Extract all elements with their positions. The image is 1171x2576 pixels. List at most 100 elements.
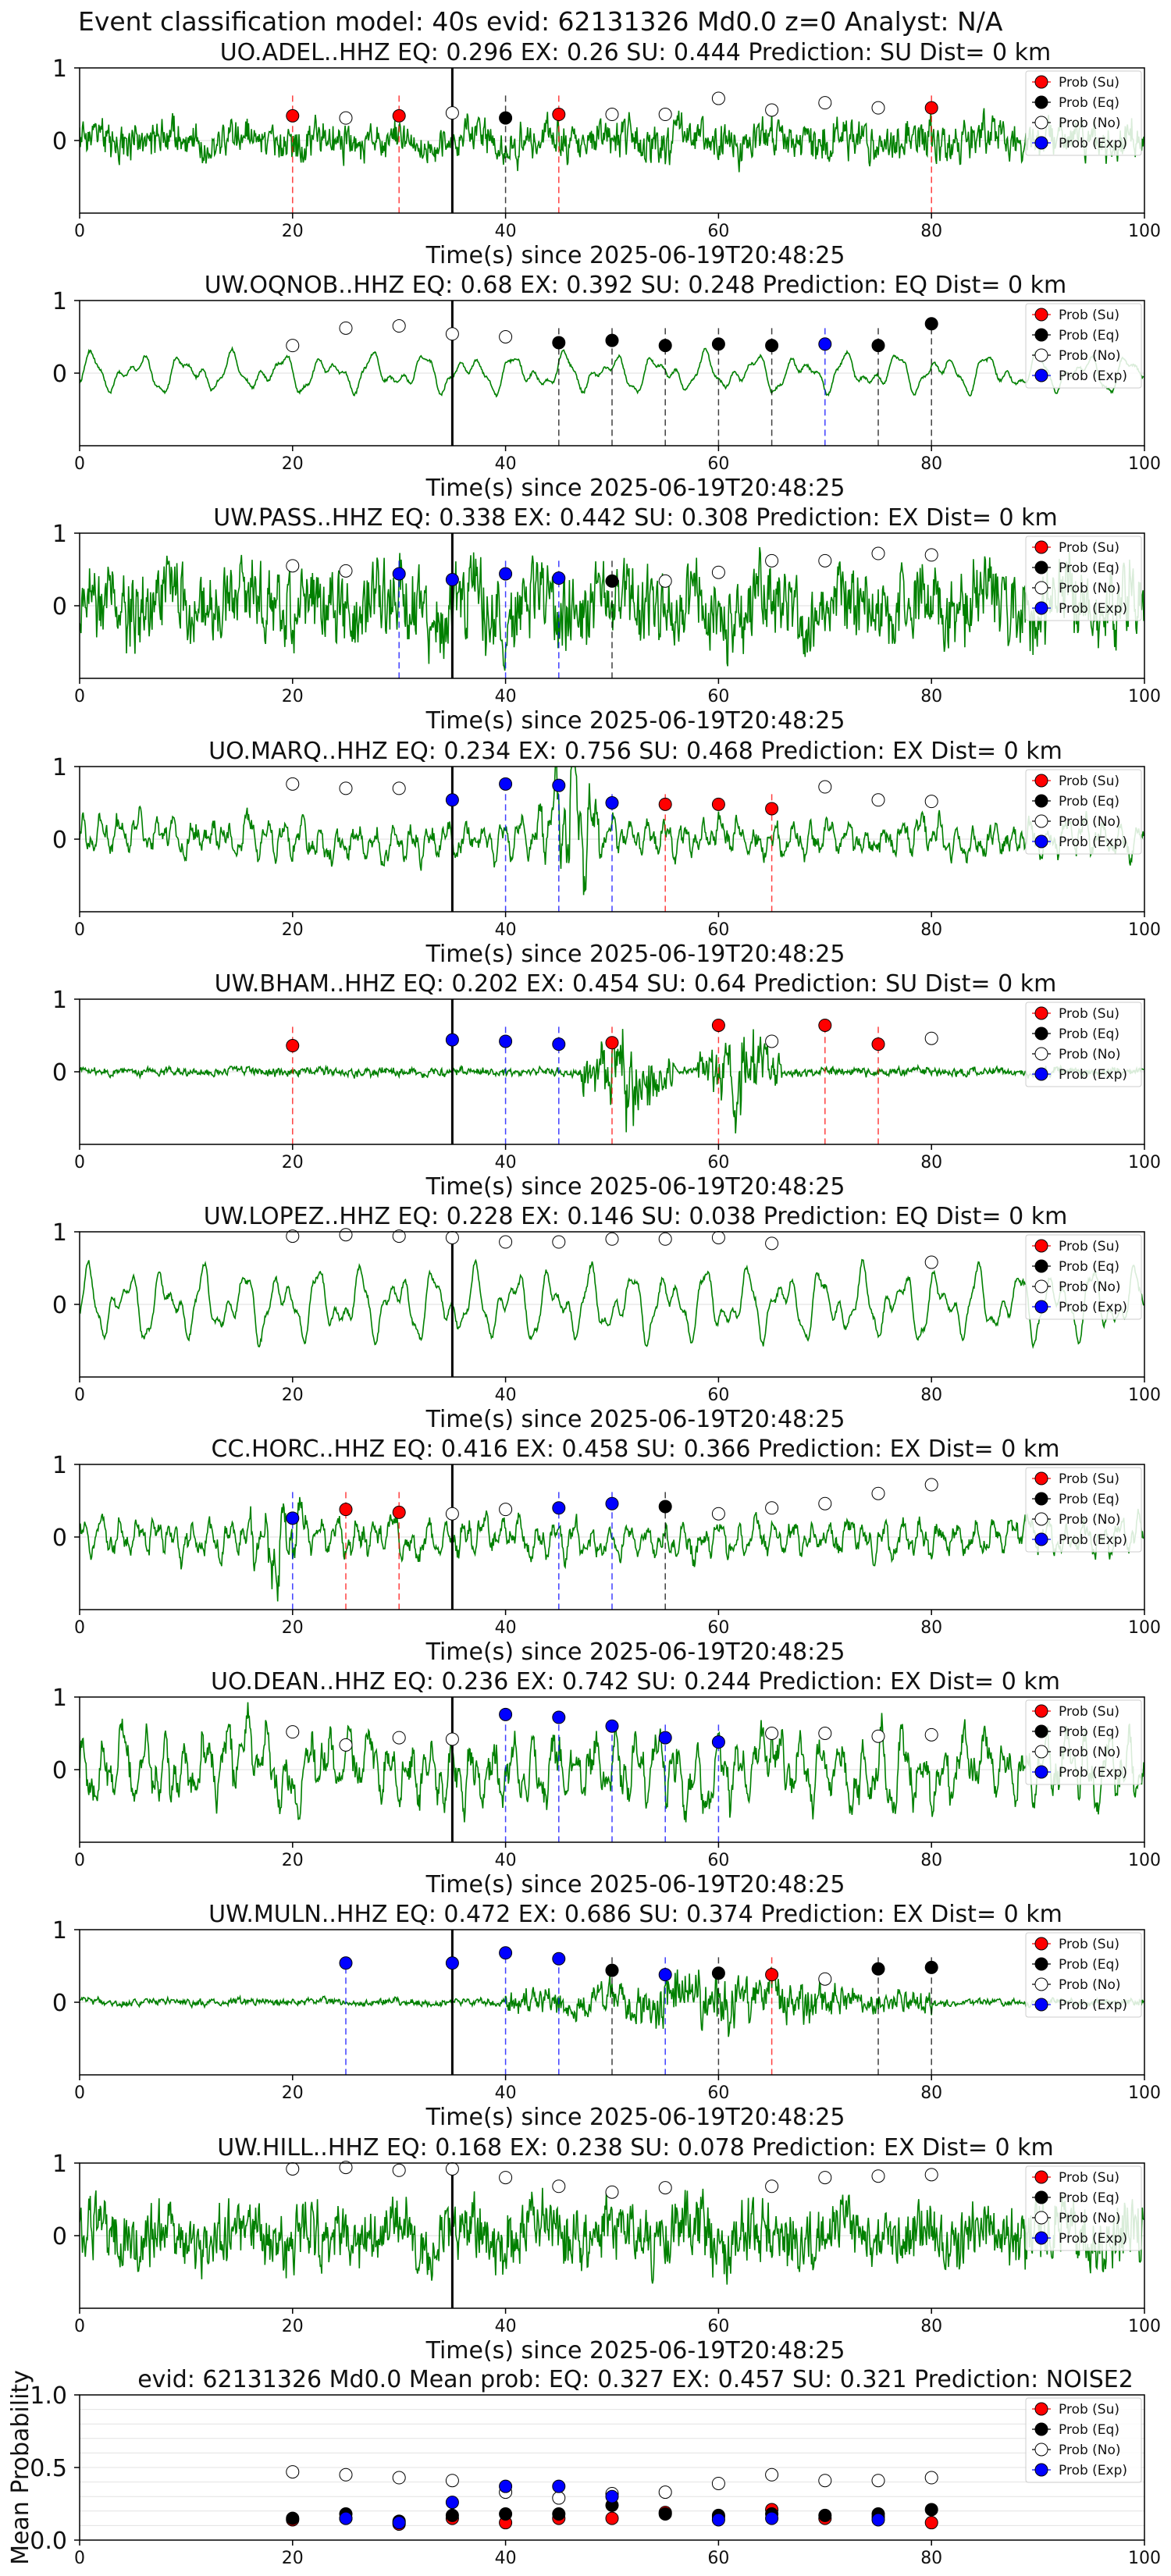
panel-9: UW.MULN..HHZ EQ: 0.472 EX: 0.686 SU: 0.3… xyxy=(52,1901,1161,2131)
y-tick-label: 1.0 xyxy=(30,2382,67,2410)
marker-eq xyxy=(605,574,619,588)
marker-no xyxy=(871,2169,885,2183)
marker-no xyxy=(658,574,672,588)
legend-marker-no xyxy=(1034,2211,1048,2225)
waveform-trace xyxy=(80,1029,1144,1133)
marker-exp xyxy=(445,793,459,807)
x-axis-label: Time(s) since 2025-06-19T20:48:25 xyxy=(425,707,845,735)
legend-label-no: Prob (No) xyxy=(1059,1047,1121,1062)
mean-point-exp xyxy=(605,2489,619,2503)
marker-no xyxy=(339,781,353,795)
y-tick-label: 1 xyxy=(52,521,67,548)
marker-no xyxy=(711,1230,725,1244)
x-tick-label: 100 xyxy=(1128,222,1161,241)
x-tick-label: 0 xyxy=(74,222,85,241)
legend-marker-eq xyxy=(1034,794,1048,808)
marker-eq xyxy=(924,1960,938,1974)
marker-eq xyxy=(871,1962,885,1976)
marker-no xyxy=(552,1235,566,1249)
legend-label-no: Prob (No) xyxy=(1059,581,1121,596)
legend-label-su: Prob (Su) xyxy=(1059,2402,1119,2418)
x-tick-label: 20 xyxy=(282,1851,304,1870)
marker-no xyxy=(392,2163,406,2177)
legend-marker-no xyxy=(1034,116,1048,130)
marker-exp xyxy=(445,1956,459,1970)
marker-no xyxy=(286,1725,300,1739)
legend-marker-exp xyxy=(1034,1300,1048,1314)
legend-marker-eq xyxy=(1034,95,1048,109)
marker-eq xyxy=(499,111,513,125)
marker-exp xyxy=(658,1968,672,1982)
x-tick-label: 20 xyxy=(282,2317,304,2336)
marker-eq xyxy=(658,339,672,353)
marker-no xyxy=(871,793,885,807)
marker-no xyxy=(924,1478,938,1492)
legend-marker-su xyxy=(1034,1239,1048,1253)
mean-point-exp xyxy=(711,2513,725,2527)
marker-no xyxy=(871,101,885,115)
legend-marker-exp xyxy=(1034,2231,1048,2245)
mean-point-no xyxy=(286,2465,300,2479)
marker-eq xyxy=(552,336,566,350)
x-tick-label: 60 xyxy=(707,454,729,474)
legend-marker-su xyxy=(1034,75,1048,89)
legend-label-exp: Prob (Exp) xyxy=(1059,834,1127,850)
mean-point-exp xyxy=(445,2496,459,2510)
marker-no xyxy=(445,1230,459,1244)
marker-eq xyxy=(765,339,779,353)
panel-10: UW.HILL..HHZ EQ: 0.168 EX: 0.238 SU: 0.0… xyxy=(52,2134,1161,2364)
panel-title: UW.PASS..HHZ EQ: 0.338 EX: 0.442 SU: 0.3… xyxy=(213,504,1057,532)
mean-point-exp xyxy=(765,2511,779,2525)
legend-label-su: Prob (Su) xyxy=(1059,308,1119,323)
marker-no xyxy=(339,321,353,335)
marker-no xyxy=(871,546,885,560)
x-axis-label: Time(s) since 2025-06-19T20:48:25 xyxy=(425,2337,845,2364)
y-tick-label: 0.0 xyxy=(30,2528,67,2555)
marker-no xyxy=(499,1503,513,1517)
legend-label-eq: Prob (Eq) xyxy=(1059,2422,1119,2438)
legend-box xyxy=(1025,70,1142,156)
x-tick-label: 0 xyxy=(74,1618,85,1638)
legend-box xyxy=(1025,303,1142,389)
x-tick-label: 80 xyxy=(920,920,942,940)
marker-no xyxy=(711,1507,725,1521)
legend-marker-eq xyxy=(1034,1724,1048,1738)
marker-exp xyxy=(552,1710,566,1724)
panel-2: UW.OQNOB..HHZ EQ: 0.68 EX: 0.392 SU: 0.2… xyxy=(52,272,1161,502)
mean-title: evid: 62131326 Md0.0 Mean prob: EQ: 0.32… xyxy=(137,2366,1134,2393)
legend-marker-no xyxy=(1034,2443,1048,2457)
legend-label-exp: Prob (Exp) xyxy=(1059,368,1127,384)
x-axis-label: Time(s) since 2025-06-19T20:48:25 xyxy=(425,2104,845,2131)
x-axis-label: Time(s) since 2025-06-19T20:48:25 xyxy=(425,475,845,502)
mean-point-exp xyxy=(499,2479,513,2493)
marker-no xyxy=(392,1731,406,1745)
marker-su xyxy=(392,109,406,123)
mean-point-eq xyxy=(552,2507,566,2521)
legend-label-exp: Prob (Exp) xyxy=(1059,1998,1127,2013)
marker-no xyxy=(924,1031,938,1045)
marker-no xyxy=(818,96,832,110)
panel-7: CC.HORC..HHZ EQ: 0.416 EX: 0.458 SU: 0.3… xyxy=(52,1436,1161,1666)
x-tick-label: 100 xyxy=(1128,2083,1161,2103)
legend-label-su: Prob (Su) xyxy=(1059,1704,1119,1720)
x-axis-label: Time(s) since 2025-06-19T20:48:25 xyxy=(425,1173,845,1201)
legend-box xyxy=(1025,769,1142,855)
legend-label-exp: Prob (Exp) xyxy=(1059,1765,1127,1781)
x-axis-label: Time(s) since 2025-06-19T20:48:25 xyxy=(425,941,845,968)
x-tick-label: 20 xyxy=(282,222,304,241)
x-tick-label: 100 xyxy=(1128,920,1161,940)
marker-no xyxy=(552,2179,566,2194)
marker-no xyxy=(818,1727,832,1740)
marker-no xyxy=(445,1507,459,1521)
x-tick-label: 80 xyxy=(920,687,942,706)
legend-marker-no xyxy=(1034,1279,1048,1293)
mean-point-exp xyxy=(871,2513,885,2527)
marker-no xyxy=(871,1486,885,1500)
x-tick-label: 0 xyxy=(74,454,85,474)
x-tick-label: 40 xyxy=(495,1153,517,1172)
marker-no xyxy=(658,2181,672,2195)
marker-no xyxy=(339,1738,353,1752)
marker-exp xyxy=(499,777,513,791)
mean-point-no xyxy=(765,2467,779,2482)
x-tick-label: 100 xyxy=(1128,2317,1161,2336)
